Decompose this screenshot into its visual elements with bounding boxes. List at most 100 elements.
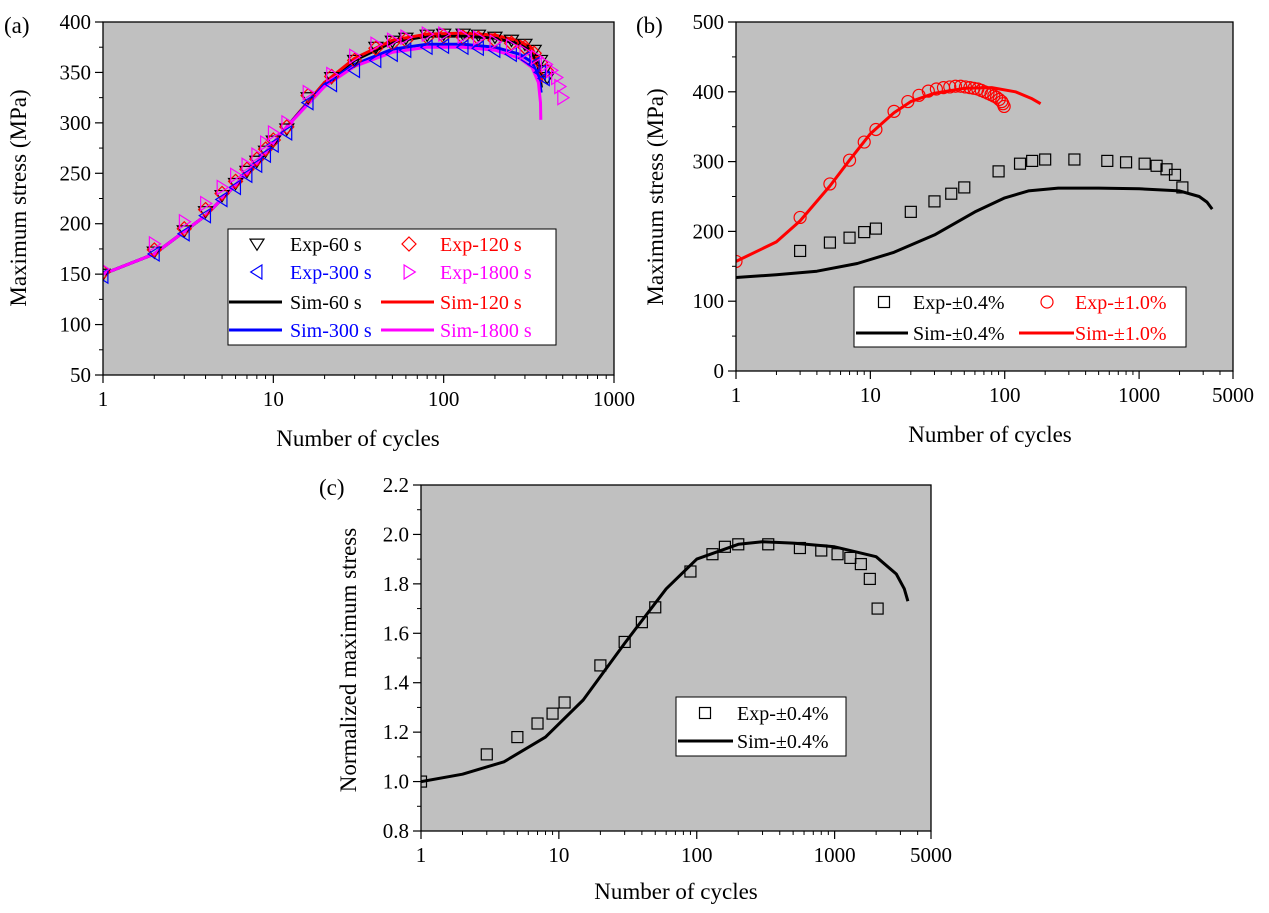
series-3-point-8 (260, 134, 273, 152)
series-line-2 (736, 186, 1214, 279)
series-2-point-26 (536, 70, 550, 87)
series-line-7 (103, 45, 543, 276)
y-tick-label: 50 (70, 363, 91, 387)
series-0-point-7 (945, 187, 958, 200)
y-tick-label: 500 (693, 10, 725, 34)
series-1-point-15 (958, 80, 973, 94)
y-tick-label: 400 (693, 80, 725, 104)
legend-label-0: Exp-±0.4% (737, 703, 829, 725)
legend-label-5: Sim-120 s (440, 292, 522, 314)
series-1-point-9 (921, 84, 935, 98)
series-3-point-11 (302, 84, 316, 101)
legend-label-1: Exp-120 s (440, 234, 522, 256)
series-3-point-13 (349, 48, 363, 65)
y-tick-label: 100 (693, 289, 725, 313)
series-2-point-11 (300, 94, 314, 111)
series-2-point-16 (398, 42, 412, 59)
y-tick-label: 200 (693, 219, 725, 243)
series-0-point-15 (793, 541, 807, 555)
x-tick-label: 10 (263, 387, 284, 411)
series-0-point-5 (904, 205, 917, 218)
series-3-point-9 (267, 124, 281, 142)
legend-marker-1 (401, 236, 417, 252)
data-layer (736, 79, 1214, 279)
series-0-point-3 (531, 717, 544, 730)
y-axis-title: Maximum stress (MPa) (6, 89, 31, 306)
y-tick-label: 1.2 (383, 720, 409, 744)
series-2-point-12 (324, 76, 338, 93)
series-3-point-22 (505, 38, 519, 55)
series-3-point-19 (457, 28, 471, 45)
series-0-point-12 (1039, 153, 1052, 166)
series-3-point-23 (519, 44, 533, 61)
y-axis-title: Maximum stress (MPa) (643, 88, 668, 305)
series-0-point-14 (367, 41, 384, 55)
series-3-point-2 (178, 213, 192, 230)
legend-label-4: Sim-60 s (290, 292, 362, 314)
x-tick-label: 5000 (1212, 383, 1254, 407)
series-1-point-5 (869, 122, 883, 137)
series-2-point-13 (347, 62, 361, 79)
series-2-point-6 (239, 167, 253, 184)
series-3-point-10 (281, 114, 295, 131)
y-tick-label: 1.8 (383, 572, 409, 596)
series-0-point-16 (815, 544, 828, 557)
series-0-point-15 (1119, 156, 1133, 169)
series-0-point-19 (854, 557, 867, 571)
chart-panel-a: 1 10 100 1000 50 100 150 200 250 300 350 400 Number … (4, 10, 635, 451)
series-2-point-23 (517, 50, 531, 67)
y-tick-label: 1.6 (383, 621, 409, 645)
series-0-point-14 (1101, 154, 1114, 168)
series-0-point-20 (1176, 181, 1189, 194)
series-2-point-15 (384, 46, 398, 63)
series-2-point-18 (436, 38, 450, 55)
panel-label: (a) (4, 13, 30, 38)
series-1-point-4 (857, 135, 871, 149)
series-3-point-7 (251, 147, 265, 164)
series-0-point-2 (843, 231, 856, 244)
legend-label-2: Exp-300 s (290, 262, 372, 284)
series-0-point-24 (526, 44, 543, 58)
series-1-point-3 (842, 153, 857, 167)
series-2-point-4 (214, 191, 228, 208)
series-0-point-7 (618, 635, 631, 649)
chart-panel-c: 1 10 100 1000 5000 0.8 1.0 1.2 1.4 1.6 1.8 2.0 2.2 Nu… (319, 473, 952, 904)
series-0-point-6 (594, 659, 607, 672)
series-3-point-15 (386, 32, 400, 49)
x-axis-title: Number of cycles (276, 426, 440, 451)
legend-label-7: Sim-1800 s (440, 320, 532, 342)
x-tick-label: 1000 (814, 843, 856, 867)
legend-marker-3 (403, 263, 417, 281)
legend-marker-0 (248, 238, 266, 252)
x-tick-label: 1000 (1118, 383, 1160, 407)
series-0-point-11 (706, 548, 719, 561)
series-1-point-1 (793, 210, 807, 225)
x-axis-title: Number of cycles (594, 879, 758, 904)
legend-label-1: Sim-±0.4% (737, 731, 829, 753)
series-3-point-5 (230, 167, 243, 184)
legend-label-0: Exp-±0.4% (913, 292, 1005, 314)
series-0-point-20 (863, 572, 876, 586)
series-0-point-19 (1168, 168, 1182, 181)
x-tick-label: 10 (860, 383, 881, 407)
series-2-point-3 (198, 207, 212, 224)
series-0-point-8 (635, 616, 648, 629)
y-tick-label: 300 (693, 150, 725, 174)
series-0-point-12 (718, 540, 731, 553)
plot-area (421, 485, 931, 831)
y-tick-label: 150 (60, 262, 92, 286)
series-3-point-18 (438, 26, 452, 43)
x-tick-label: 1 (731, 383, 742, 407)
series-0-point-9 (992, 165, 1005, 178)
series-0-point-17 (831, 548, 844, 561)
series-0-point-13 (732, 538, 745, 551)
series-0-point-13 (346, 54, 363, 68)
y-tick-label: 250 (60, 161, 92, 185)
series-0-point-3 (858, 225, 871, 239)
series-0-point-10 (1013, 157, 1027, 170)
series-3-point-6 (241, 157, 255, 174)
series-2-point-14 (368, 52, 382, 69)
data-layer (103, 26, 571, 285)
series-3-point-21 (489, 34, 503, 51)
